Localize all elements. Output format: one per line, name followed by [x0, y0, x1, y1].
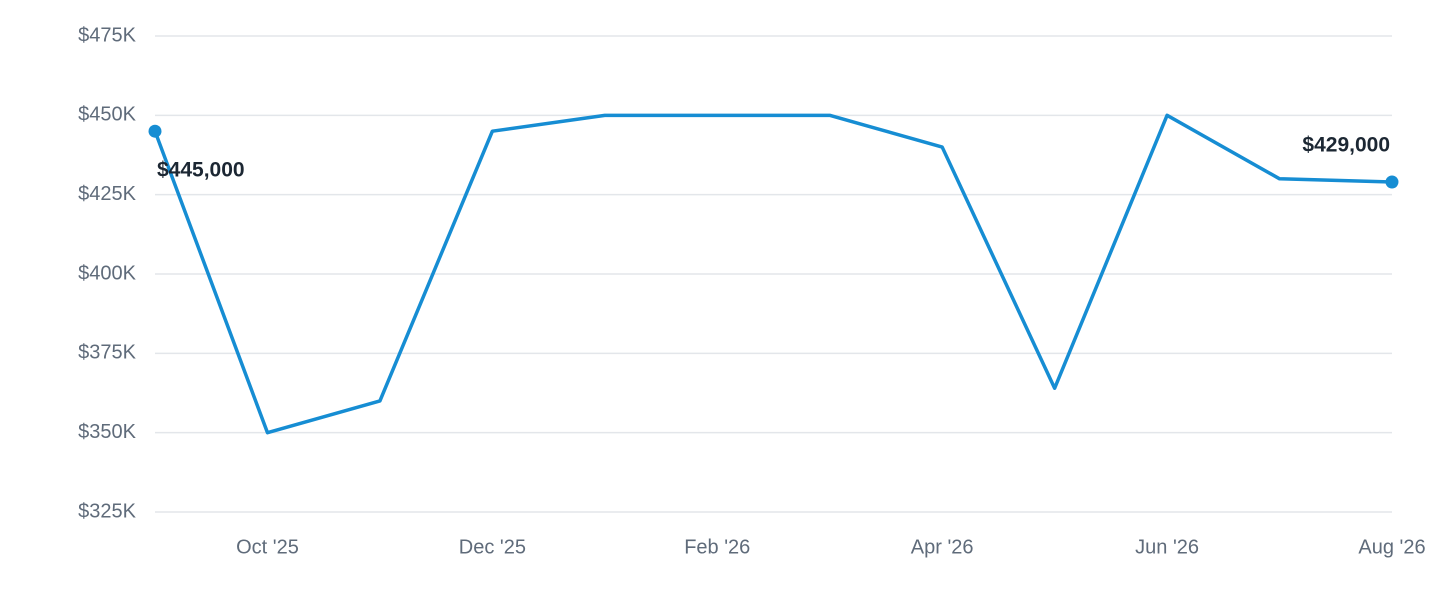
point	[1385, 175, 1399, 189]
x-tick-label: Feb '26	[684, 536, 750, 558]
line	[153, 113, 1393, 435]
value-label: $445,000	[157, 159, 245, 182]
y-tick-label: $475K	[78, 24, 136, 46]
y-tick-label: $325K	[78, 500, 136, 522]
x-tick-label: Aug '26	[1358, 536, 1425, 558]
x-tick-label: Oct '25	[236, 536, 299, 558]
point	[148, 124, 162, 138]
y-tick-label: $400K	[78, 262, 136, 284]
x-tick-label: Jun '26	[1135, 536, 1199, 558]
y-tick-label: $425K	[78, 183, 136, 205]
x-tick-label: Apr '26	[911, 536, 974, 558]
y-tick-label: $350K	[78, 421, 136, 443]
y-tick-label: $375K	[78, 342, 136, 364]
value-label: $429,000	[1302, 134, 1390, 157]
x-tick-label: Dec '25	[459, 536, 526, 558]
y-tick-label: $450K	[78, 104, 136, 126]
